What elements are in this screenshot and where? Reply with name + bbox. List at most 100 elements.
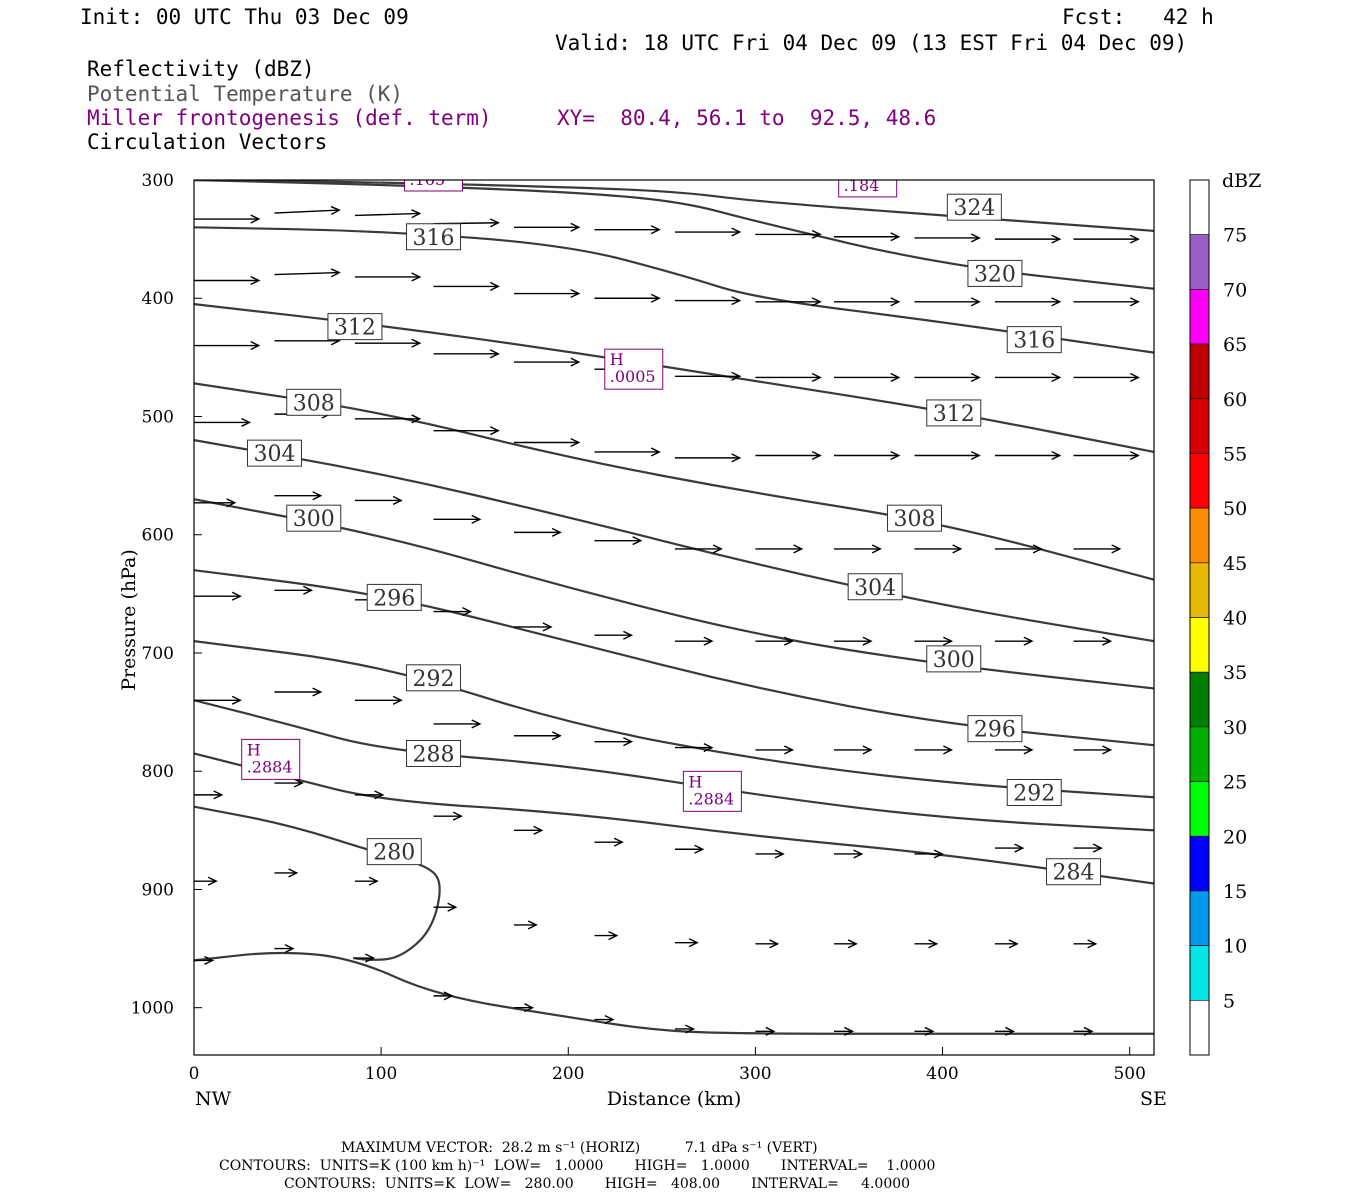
circulation-vector xyxy=(834,939,858,949)
field-frontogenesis: Miller frontogenesis (def. term) xyxy=(87,106,492,130)
theta-contour-info: CONTOURS: UNITS=K LOW= 280.00 HIGH= 408.… xyxy=(284,1176,911,1192)
circulation-vector xyxy=(514,622,553,632)
circulation-vector xyxy=(433,991,454,1001)
circulation-vector xyxy=(274,585,314,595)
colorbar-frame xyxy=(1189,179,1210,1056)
svg-text:292: 292 xyxy=(413,667,455,692)
theta-contour-284 xyxy=(194,752,1154,885)
y-axis-title: Pressure (hPa) xyxy=(118,549,140,691)
y-tick-label: 600 xyxy=(142,526,174,546)
circulation-vector xyxy=(674,636,714,646)
circulation-vector xyxy=(1073,939,1098,949)
theta-contour-label: 312 xyxy=(926,399,982,427)
circulation-vector xyxy=(194,498,237,508)
colorbar-label: 5 xyxy=(1223,990,1235,1012)
circulation-vector xyxy=(433,514,482,524)
circulation-vector xyxy=(1073,234,1140,244)
circulation-vector xyxy=(755,1026,776,1036)
circulation-vector xyxy=(834,1026,855,1036)
circulation-vector xyxy=(755,544,804,554)
theta-contour-label: 296 xyxy=(967,715,1023,743)
colorbar-label: 35 xyxy=(1223,662,1247,684)
field-circulation-vectors: Circulation Vectors xyxy=(87,130,328,154)
circulation-vector xyxy=(433,902,458,912)
circulation-vector xyxy=(194,955,215,965)
circulation-vector xyxy=(514,288,581,299)
colorbar-swatch xyxy=(1189,562,1210,618)
circulation-vector xyxy=(994,297,1062,307)
circulation-vector xyxy=(274,868,299,878)
svg-text:288: 288 xyxy=(413,742,455,767)
colorbar-label: 65 xyxy=(1223,334,1247,356)
y-tick-label: 700 xyxy=(142,644,174,664)
svg-text:.184: .184 xyxy=(844,176,880,195)
circulation-vector xyxy=(274,778,304,788)
frontogenesis-max-label: H.0005 xyxy=(604,348,664,390)
plot-frame xyxy=(193,179,1155,1056)
circulation-vector xyxy=(994,234,1062,244)
circulation-vector xyxy=(914,745,954,755)
circulation-vector xyxy=(834,372,901,383)
circulation-vector xyxy=(594,293,661,303)
circulation-vector xyxy=(834,745,873,755)
colorbar-swatch xyxy=(1189,1000,1210,1056)
theta-contour-label: 300 xyxy=(286,504,342,532)
circulation-vector xyxy=(194,214,261,224)
theta-contour-label: 292 xyxy=(406,664,462,692)
theta-contour-label: 288 xyxy=(406,739,462,767)
cross-section-plot: 3243203163163123123083083043043003002962… xyxy=(118,170,1261,1110)
circulation-vector xyxy=(834,232,901,242)
svg-text:H: H xyxy=(247,740,261,759)
circulation-vector xyxy=(755,450,822,461)
svg-text:300: 300 xyxy=(293,507,335,532)
colorbar-swatch xyxy=(1189,398,1210,454)
colorbar-label: 10 xyxy=(1223,936,1247,958)
colorbar-swatch xyxy=(1189,289,1210,345)
x-tick-label: 0 xyxy=(189,1064,200,1084)
colorbar-swatch xyxy=(1189,234,1210,290)
svg-text:.2884: .2884 xyxy=(688,789,734,808)
dbz-colorbar: 75 70 65 60 55 50 45 40 35 30 25 20 15 10 5 xyxy=(1189,179,1247,1056)
colorbar-swatch xyxy=(1189,453,1210,509)
theta-contour-280 xyxy=(194,805,441,961)
circulation-vector xyxy=(994,745,1034,755)
theta-contour-label: 320 xyxy=(967,259,1023,287)
theta-contour-label: 308 xyxy=(286,388,342,416)
circulation-vector xyxy=(1073,745,1113,755)
circulation-vector xyxy=(194,695,242,705)
x-tick-label: 300 xyxy=(739,1064,771,1084)
circulation-vector xyxy=(1073,450,1140,461)
circulation-vector xyxy=(755,745,795,755)
colorbar-label: 60 xyxy=(1223,389,1247,411)
circulation-vector xyxy=(594,931,619,941)
circulation-vector xyxy=(674,844,705,854)
circulation-vector xyxy=(674,453,742,463)
circulation-vector xyxy=(194,591,242,601)
theta-contours xyxy=(194,180,1154,1035)
theta-contour-label: 304 xyxy=(246,439,302,467)
x-axis-right-end: SE xyxy=(1140,1088,1167,1110)
theta-contour-label: 312 xyxy=(327,313,383,341)
colorbar-title: dBZ xyxy=(1222,170,1261,192)
circulation-vector xyxy=(914,450,981,461)
colorbar-swatch xyxy=(1189,890,1210,946)
frontogenesis-contour-info: CONTOURS: UNITS=K (100 km h)⁻¹ LOW= 1.00… xyxy=(219,1158,936,1174)
circulation-vector xyxy=(994,1026,1016,1036)
svg-text:320: 320 xyxy=(974,262,1016,287)
circulation-vector xyxy=(914,544,963,554)
circulation-vector xyxy=(914,372,981,383)
circulation-vector xyxy=(674,227,742,237)
circulation-vector xyxy=(594,737,634,747)
circulation-vector xyxy=(594,837,624,847)
colorbar-swatch xyxy=(1189,835,1210,892)
frontogenesis-max-label: H.2884 xyxy=(241,738,301,780)
svg-text:312: 312 xyxy=(933,402,975,427)
field-reflectivity: Reflectivity (dBZ) xyxy=(87,57,315,81)
circulation-vector xyxy=(354,876,379,886)
circulation-vector xyxy=(674,296,742,306)
circulation-vector xyxy=(433,719,482,729)
y-tick-label: 400 xyxy=(142,289,174,309)
circulation-vector xyxy=(514,357,581,367)
circulation-vector xyxy=(755,636,795,646)
